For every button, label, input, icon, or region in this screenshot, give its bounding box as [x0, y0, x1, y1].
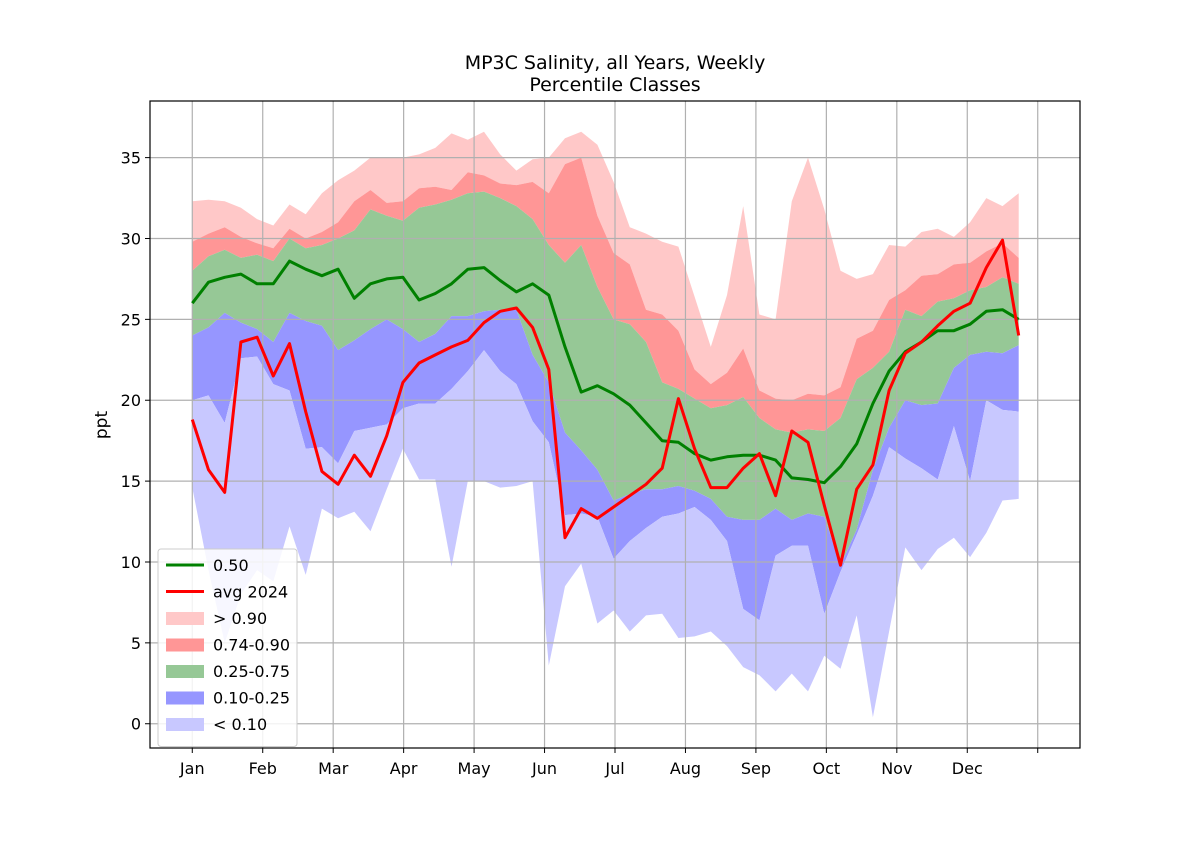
legend-label: avg 2024 [213, 583, 288, 602]
x-tick-label: Jul [604, 759, 624, 778]
x-tick-label: Sep [741, 759, 771, 778]
legend-swatch-0-74-0-90 [166, 638, 204, 652]
series-lines [190, 238, 1021, 567]
x-tick-label: Feb [249, 759, 277, 778]
y-tick-label: 30 [121, 229, 141, 248]
series-line-0-50 [191, 259, 1020, 485]
chart-title: MP3C Salinity, all Years, Weekly [465, 52, 766, 74]
chart-subtitle: Percentile Classes [529, 74, 700, 96]
legend-label: 0.74-0.90 [213, 636, 290, 655]
series-line-avg-2024 [190, 238, 1021, 567]
band-p00-p10 [192, 350, 1019, 718]
y-tick-label: 35 [121, 149, 141, 168]
legend-label: 0.10-0.25 [213, 689, 290, 708]
legend-swatch-0-25-0-75 [166, 665, 204, 678]
x-tick-label: May [458, 759, 491, 778]
axes: 0 5 10 15 20 25 30 35 Jan Feb Mar Apr May Jun Jul Aug Se… [121, 100, 1081, 778]
legend-swatch-0-10 [166, 718, 204, 731]
band-p10-p25 [192, 309, 1019, 621]
x-tick-label: Mar [318, 759, 349, 778]
legend: 0.50 avg 2024 > 0.90 0.74-0.90 0.25-0.75 0.10… [157, 548, 298, 747]
band-p25-p75 [192, 191, 1019, 566]
y-tick-label: 5 [131, 634, 141, 653]
legend-swatch-0-90 [166, 612, 204, 625]
legend-swatch-0-10-0-25 [166, 691, 204, 705]
legend-label: > 0.90 [213, 609, 267, 628]
legend-label: < 0.10 [213, 715, 267, 734]
y-tick-label: 20 [121, 391, 141, 410]
y-tick-label: 10 [121, 553, 141, 572]
percentile-bands [192, 131, 1019, 718]
x-tick-label: Apr [390, 759, 418, 778]
y-tick-label: 0 [131, 715, 141, 734]
band-p90-p100 [192, 131, 1019, 401]
x-tick-label: Aug [670, 759, 701, 778]
x-tick-label: Jun [531, 759, 557, 778]
x-tick-label: Oct [813, 759, 841, 778]
x-tick-label: Jan [179, 759, 205, 778]
x-tick-label: Nov [881, 759, 912, 778]
y-axis-label: ppt [92, 411, 112, 440]
y-tick-label: 15 [121, 472, 141, 491]
band-p75-p90 [192, 157, 1019, 433]
y-tick-label: 25 [121, 310, 141, 329]
legend-label: 0.50 [213, 556, 249, 575]
x-tick-label: Dec [952, 759, 983, 778]
legend-label: 0.25-0.75 [213, 662, 290, 681]
